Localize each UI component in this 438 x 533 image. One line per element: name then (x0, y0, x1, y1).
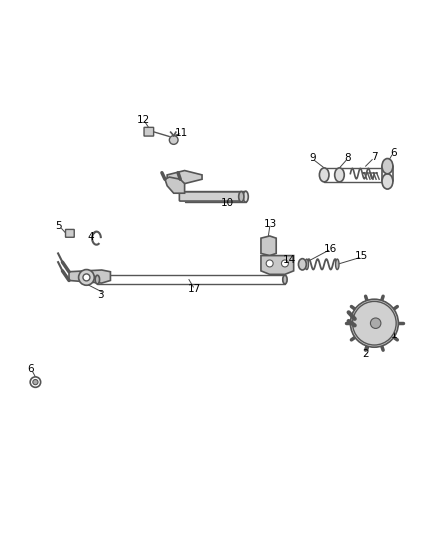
Text: 6: 6 (390, 148, 396, 158)
Text: 10: 10 (220, 198, 233, 208)
Ellipse shape (319, 168, 328, 182)
FancyBboxPatch shape (179, 192, 242, 201)
Circle shape (169, 135, 178, 144)
Polygon shape (260, 256, 293, 274)
Ellipse shape (381, 174, 392, 189)
Circle shape (33, 379, 38, 385)
Ellipse shape (95, 275, 99, 284)
Ellipse shape (238, 191, 244, 202)
Text: 17: 17 (187, 284, 201, 294)
Ellipse shape (304, 259, 308, 270)
Text: 5: 5 (55, 221, 61, 231)
Ellipse shape (282, 275, 286, 284)
Circle shape (78, 270, 94, 285)
Text: 13: 13 (263, 219, 276, 229)
Polygon shape (165, 177, 184, 193)
Ellipse shape (243, 191, 248, 202)
Circle shape (265, 260, 272, 267)
Ellipse shape (365, 337, 374, 342)
Ellipse shape (335, 259, 338, 270)
Text: 14: 14 (282, 255, 295, 265)
FancyBboxPatch shape (144, 127, 153, 136)
Text: 8: 8 (343, 154, 350, 163)
Text: 11: 11 (174, 127, 188, 138)
Ellipse shape (298, 259, 306, 270)
Text: 4: 4 (87, 232, 93, 242)
Polygon shape (167, 171, 201, 183)
Polygon shape (69, 270, 110, 283)
Text: 12: 12 (136, 115, 149, 125)
Text: 6: 6 (28, 365, 34, 375)
FancyBboxPatch shape (65, 229, 74, 237)
Text: 16: 16 (323, 244, 336, 254)
Text: 2: 2 (361, 349, 368, 359)
Circle shape (352, 301, 395, 345)
Text: 1: 1 (390, 329, 396, 340)
Ellipse shape (381, 158, 392, 174)
Text: 3: 3 (96, 290, 103, 300)
Circle shape (281, 260, 288, 267)
Text: 15: 15 (354, 251, 367, 261)
Text: 7: 7 (370, 152, 377, 163)
Circle shape (30, 377, 41, 387)
Ellipse shape (334, 168, 343, 182)
Circle shape (83, 274, 90, 281)
Polygon shape (260, 236, 276, 256)
Circle shape (350, 299, 397, 347)
Circle shape (370, 318, 380, 328)
Text: 9: 9 (309, 154, 315, 163)
